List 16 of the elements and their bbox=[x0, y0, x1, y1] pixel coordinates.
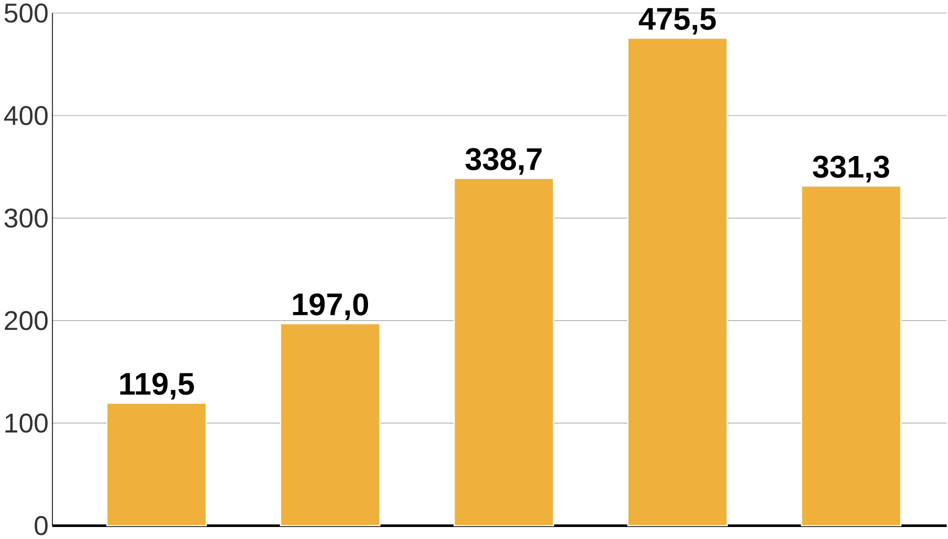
data-label: 331,3 bbox=[812, 156, 890, 182]
y-tick-label: 500 bbox=[4, 4, 48, 23]
bar bbox=[106, 402, 207, 526]
y-tick-label: 200 bbox=[4, 311, 48, 330]
data-label: 119,5 bbox=[120, 372, 194, 400]
y-tick-label: 100 bbox=[6, 414, 48, 433]
bar bbox=[280, 323, 381, 526]
y-tick-label: 400 bbox=[4, 106, 48, 126]
y-tick-label: 300 bbox=[4, 208, 48, 228]
data-label: 197,0 bbox=[293, 293, 368, 320]
bar bbox=[627, 38, 728, 526]
data-label: 475,5 bbox=[638, 8, 716, 35]
data-label: 338,7 bbox=[465, 148, 542, 175]
y-tick-label: 0 bbox=[34, 516, 48, 536]
bar bbox=[800, 186, 902, 526]
bar bbox=[454, 178, 554, 526]
